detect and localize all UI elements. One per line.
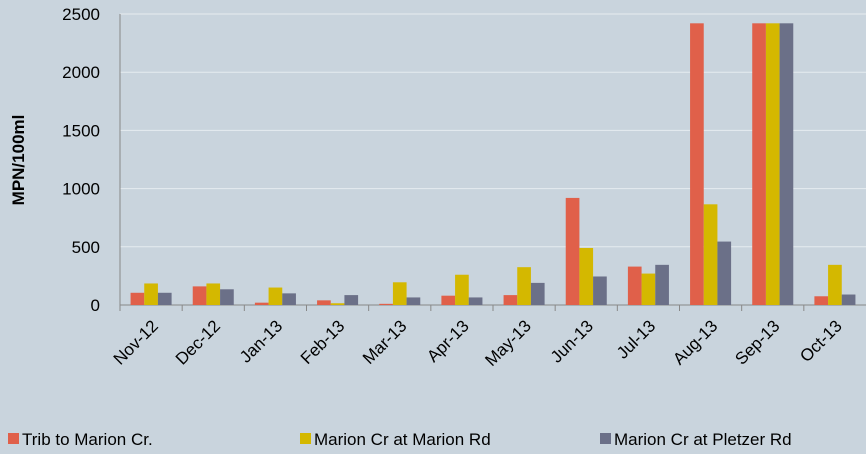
bar [779, 23, 794, 305]
bar [330, 303, 345, 305]
bar [379, 303, 393, 305]
bar [406, 297, 421, 305]
x-tick-label: Oct-13 [796, 316, 846, 366]
bar [220, 289, 234, 305]
y-tick-label: 2500 [62, 5, 100, 24]
x-tick-label: Nov-12 [110, 316, 162, 368]
bar [455, 274, 469, 305]
bar [282, 293, 296, 305]
x-tick-label: Feb-13 [297, 316, 349, 368]
legend-label: Marion Cr at Pletzer Rd [614, 430, 792, 449]
bar [392, 282, 407, 305]
bar [717, 241, 732, 305]
legend-label: Marion Cr at Marion Rd [314, 430, 491, 449]
legend-swatch [300, 433, 311, 444]
bar [703, 204, 718, 305]
bar [641, 273, 656, 305]
bar [627, 266, 642, 305]
bar [579, 247, 594, 305]
x-tick-label: May-13 [481, 316, 535, 370]
bar [317, 300, 331, 305]
x-tick-label: Dec-12 [172, 316, 224, 368]
legend-swatch [600, 433, 611, 444]
bar [655, 264, 669, 305]
x-tick-label: Sep-13 [731, 316, 783, 368]
bar [593, 276, 607, 305]
y-tick-label: 2000 [62, 63, 100, 82]
x-tick-label: Aug-13 [669, 316, 721, 368]
x-tick-label: Apr-13 [423, 316, 473, 366]
bar [565, 197, 580, 305]
bar [752, 23, 766, 305]
bar [814, 296, 829, 305]
bar [144, 283, 158, 305]
bar [344, 295, 359, 305]
bar [192, 286, 207, 305]
bar [690, 23, 704, 305]
bar [254, 302, 269, 305]
bar [268, 287, 283, 305]
bar [828, 264, 842, 305]
bar [441, 295, 456, 305]
bar [841, 294, 856, 305]
x-tick-label: Jan-13 [236, 316, 286, 366]
x-tick-label: Jul-13 [613, 316, 659, 362]
bar [530, 282, 545, 305]
bar [503, 295, 518, 305]
legend-label: Trib to Marion Cr. [22, 430, 153, 449]
y-tick-label: 0 [91, 296, 100, 315]
bar [157, 292, 172, 305]
legend-swatch [8, 433, 19, 444]
x-tick-label: Mar-13 [359, 316, 411, 368]
x-tick-label: Jun-13 [547, 316, 597, 366]
bar [517, 267, 531, 305]
bar [468, 297, 483, 305]
y-tick-label: 1500 [62, 121, 100, 140]
bar [765, 23, 780, 305]
y-axis-label: MPN/100ml [9, 115, 28, 206]
y-tick-label: 1000 [62, 180, 100, 199]
bar [130, 292, 145, 305]
y-tick-label: 500 [72, 238, 100, 257]
bar [206, 283, 221, 305]
